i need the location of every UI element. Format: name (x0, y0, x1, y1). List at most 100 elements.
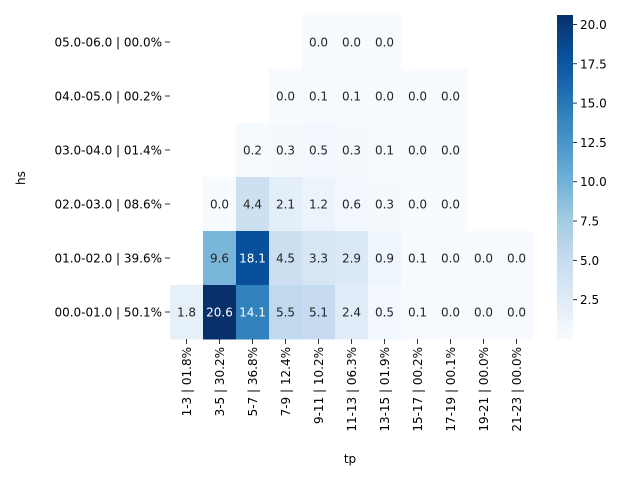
heatmap-cell-label: 5.5 (276, 306, 295, 320)
colorbar-tick-label: 17.5 (580, 57, 607, 71)
heatmap-cell (401, 285, 435, 340)
x-tick-label: 11-13 | 06.3% (345, 347, 359, 432)
heatmap-cell (401, 69, 435, 124)
x-tick-label: 15-17 | 00.2% (411, 347, 425, 432)
heatmap-cell-label: 0.6 (342, 198, 361, 212)
colorbar-tick-label: 15.0 (580, 97, 607, 111)
heatmap-cell (236, 177, 270, 232)
heatmap-cell-label: 0.0 (375, 36, 394, 50)
heatmap-cell (368, 231, 402, 286)
x-tick-label: 13-15 | 01.9% (378, 347, 392, 432)
heatmap-cell-label: 0.0 (342, 36, 361, 50)
heatmap-cell-label: 0.1 (309, 90, 328, 104)
heatmap-cell (335, 123, 369, 178)
heatmap-cell-label: 4.5 (276, 252, 295, 266)
x-axis: 1-3 | 01.8% 3-5 | 30.2% 5-7 | 36.8% 7-9 | 1… (180, 339, 524, 432)
heatmap-cell-label: 2.1 (276, 198, 295, 212)
heatmap-cell (434, 231, 468, 286)
heatmap-cell (335, 69, 369, 124)
heatmap-cell-label: 0.0 (309, 36, 328, 50)
heatmap-cell-label: 0.1 (342, 90, 361, 104)
heatmap-cell (335, 231, 369, 286)
heatmap-cell (302, 231, 336, 286)
heatmap-cell (269, 177, 303, 232)
heatmap-cell (236, 123, 270, 178)
heatmap-cell-label: 0.1 (408, 252, 427, 266)
heatmap-cell (368, 15, 402, 70)
heatmap-cell (302, 177, 336, 232)
heatmap-cell (434, 69, 468, 124)
colorbar-tick-label: 7.5 (580, 215, 599, 229)
heatmap-cell-label: 0.3 (375, 198, 394, 212)
heatmap-cell-label: 0.3 (276, 144, 295, 158)
heatmap-cell (335, 15, 369, 70)
y-tick-label: 05.0-06.0 | 00.0% (54, 36, 162, 50)
heatmap-cell-label: 3.3 (309, 252, 328, 266)
heatmap-cell-label: 0.0 (408, 198, 427, 212)
heatmap-cell (203, 231, 237, 286)
heatmap-cell (203, 285, 237, 340)
x-tick-label: 21-23 | 00.0% (510, 347, 524, 432)
heatmap-cell-label: 14.1 (239, 306, 266, 320)
heatmap-cell (401, 177, 435, 232)
heatmap-cell (302, 69, 336, 124)
heatmap-cell-label: 0.5 (309, 144, 328, 158)
heatmap-cells (170, 15, 534, 340)
heatmap-cell-label: 0.0 (441, 198, 460, 212)
heatmap-cell (335, 177, 369, 232)
heatmap-cell-label: 0.0 (474, 306, 493, 320)
x-tick-label: 9-11 | 10.2% (312, 347, 326, 424)
heatmap-cell-labels: 0.0 0.0 0.0 0.0 0.1 0.1 0.0 0.0 0.0 0.2 0.3 0.5 0.3 0… (177, 36, 526, 320)
heatmap-cell-label: 0.0 (375, 90, 394, 104)
heatmap-cell-label: 0.0 (441, 306, 460, 320)
colorbar-tick-label: 12.5 (580, 136, 607, 150)
heatmap-cell-label: 0.0 (507, 306, 526, 320)
heatmap-cell (500, 285, 534, 340)
heatmap-cell-label: 0.1 (375, 144, 394, 158)
heatmap-cell-label: 0.3 (342, 144, 361, 158)
heatmap-cell (203, 177, 237, 232)
colorbar-tick-label: 10.0 (580, 175, 607, 189)
heatmap-cell (269, 69, 303, 124)
heatmap-cell-label: 0.0 (474, 252, 493, 266)
heatmap-cell (269, 231, 303, 286)
heatmap-cell-label: 0.0 (210, 198, 229, 212)
colorbar-ticks: 2.5 5.0 7.5 10.0 12.5 15.0 17.5 20.0 (573, 18, 607, 307)
heatmap-cell (434, 285, 468, 340)
heatmap-cell-label: 20.6 (206, 306, 233, 320)
heatmap-cell (467, 285, 501, 340)
heatmap-cell-label: 0.0 (408, 90, 427, 104)
heatmap-cell-label: 0.5 (375, 306, 394, 320)
heatmap-cell-label: 18.1 (239, 252, 266, 266)
colorbar-tick-label: 20.0 (580, 18, 607, 32)
x-tick-label: 19-21 | 00.0% (477, 347, 491, 432)
heatmap-cell-label: 0.0 (276, 90, 295, 104)
heatmap-cell-label: 5.1 (309, 306, 328, 320)
heatmap-cell (302, 123, 336, 178)
heatmap-cell (368, 69, 402, 124)
y-tick-label: 02.0-03.0 | 08.6% (54, 198, 162, 212)
heatmap-cell-label: 2.4 (342, 306, 361, 320)
heatmap-cell-label: 0.0 (441, 144, 460, 158)
heatmap-cell-label: 1.8 (177, 306, 196, 320)
colorbar-tick-label: 2.5 (580, 293, 599, 307)
x-tick-label: 17-19 | 00.1% (444, 347, 458, 432)
heatmap-cell-label: 0.0 (441, 90, 460, 104)
heatmap-cell (368, 285, 402, 340)
heatmap-cell-label: 0.0 (507, 252, 526, 266)
heatmap-cell (401, 123, 435, 178)
heatmap-cell (269, 285, 303, 340)
x-tick-label: 7-9 | 12.4% (279, 347, 293, 416)
heatmap-cell-label: 4.4 (243, 198, 262, 212)
y-axis: 05.0-06.0 | 00.0% 04.0-05.0 | 00.2% 03.0-0… (54, 36, 170, 320)
heatmap-cell-label: 9.6 (210, 252, 229, 266)
y-tick-label: 03.0-04.0 | 01.4% (54, 144, 162, 158)
heatmap-cell (269, 123, 303, 178)
colorbar: 2.5 5.0 7.5 10.0 12.5 15.0 17.5 20.0 (557, 15, 607, 339)
x-tick-label: 3-5 | 30.2% (213, 347, 227, 416)
heatmap-cell-label: 0.0 (408, 144, 427, 158)
heatmap-cell-label: 0.9 (375, 252, 394, 266)
heatmap-cell (434, 177, 468, 232)
colorbar-gradient (557, 15, 573, 339)
